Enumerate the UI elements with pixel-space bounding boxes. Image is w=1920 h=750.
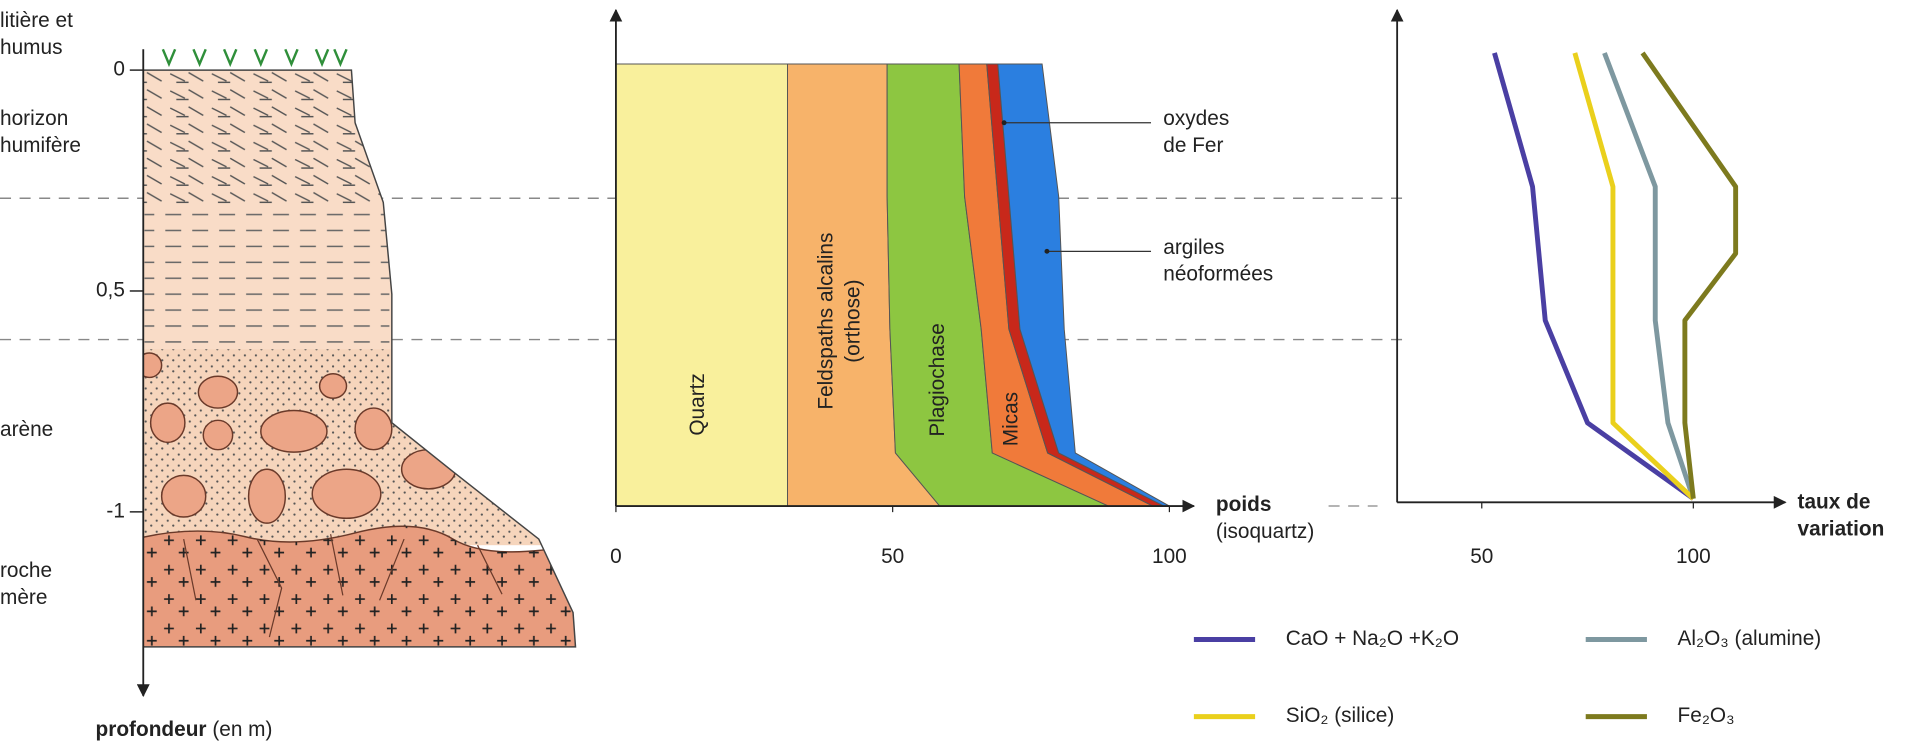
series-callout-box: argiles néoformées — [1163, 234, 1334, 307]
callout-dot — [1044, 249, 1049, 254]
x-axis-unit: (isoquartz) — [1216, 520, 1314, 543]
x-axis-label: taux de variation — [1798, 490, 1885, 540]
series-label-text: Micas — [998, 392, 1025, 446]
horizon-label-text: horizon humifère — [0, 107, 81, 157]
series-label: Quartz — [667, 288, 728, 521]
series-callout-text: argiles néoformées — [1163, 235, 1273, 285]
series-callout: argiles néoformées — [1163, 234, 1285, 288]
x-tick-label: 50 — [1470, 545, 1493, 568]
y-tick-label: -1 — [106, 499, 124, 522]
horizon-label: roche mère — [0, 557, 98, 611]
grass — [163, 49, 347, 64]
series-label: Micas — [981, 303, 1042, 536]
series-label-box: Micas — [981, 303, 1042, 536]
legend-label: CaO + Na₂O +K₂O — [1286, 627, 1459, 650]
humus-dashes — [144, 208, 389, 343]
x-axis-title-box: taux de variation — [1798, 489, 1920, 562]
x-tick-label: 50 — [881, 545, 904, 568]
horizon-label-text: arène — [0, 418, 53, 441]
humus-hatching — [135, 70, 404, 205]
y-axis-unit: (en m) — [212, 718, 272, 741]
series-callout-box: oxydes de Fer — [1163, 106, 1285, 179]
series-label-box: Feldspaths alcalins (orthose) — [809, 205, 870, 438]
horizon-label: horizon humifère — [0, 106, 98, 160]
legend-label: Fe₂O₃ — [1678, 704, 1735, 727]
horizon-label-box: horizon humifère — [0, 106, 98, 192]
x-axis-title: poids (isoquartz) — [1216, 491, 1338, 545]
horizon-label-box: litière et humus — [0, 8, 98, 94]
series-callout: oxydes de Fer — [1163, 106, 1249, 160]
x-tick-label: 100 — [1676, 545, 1711, 568]
y-axis-label: profondeur — [96, 718, 207, 741]
x-axis-title: taux de variation — [1798, 489, 1896, 543]
page: {"chart_data": [ {"type": "profile", "y_… — [0, 0, 1920, 750]
figure: 0 0,5 -1 litière et humus horizon humifère ar… — [0, 0, 1920, 750]
legend-label: SiO₂ (silice) — [1286, 704, 1395, 727]
horizon-label-text: roche mère — [0, 559, 52, 609]
horizon-label: arène — [0, 417, 98, 444]
legend-label: Al₂O₃ (alumine) — [1678, 627, 1822, 650]
series-label-text: Plagiochase — [924, 323, 951, 436]
horizon-label-box: arène — [0, 417, 98, 503]
callout-dot — [1002, 120, 1007, 125]
horizon-label-box: roche mère — [0, 557, 98, 643]
x-axis-label: poids — [1216, 493, 1272, 516]
series-label-box: Plagiochase — [907, 264, 968, 497]
x-axis-title-box: poids (isoquartz) — [1216, 491, 1363, 564]
x-tick-label: 0 — [610, 545, 622, 568]
y-tick-label: 0,5 — [96, 278, 125, 301]
y-axis-title-box: profondeur (en m) — [96, 717, 414, 749]
series-label-text: Quartz — [684, 373, 711, 435]
horizon-label: litière et humus — [0, 8, 98, 62]
series-label: Feldspaths alcalins (orthose) — [809, 229, 870, 413]
horizon-label-text: litière et humus — [0, 9, 73, 59]
series-label-text: Feldspaths alcalins (orthose) — [813, 229, 867, 413]
series-line — [1604, 53, 1693, 499]
y-tick-label: 0 — [113, 58, 125, 81]
x-tick-label: 100 — [1152, 545, 1187, 568]
series-label-box: Quartz — [667, 288, 728, 521]
series-callout-text: oxydes de Fer — [1163, 107, 1229, 157]
y-axis-title: profondeur (en m) — [96, 717, 414, 744]
series-line — [1575, 53, 1693, 499]
series-label: Plagiochase — [907, 264, 968, 497]
